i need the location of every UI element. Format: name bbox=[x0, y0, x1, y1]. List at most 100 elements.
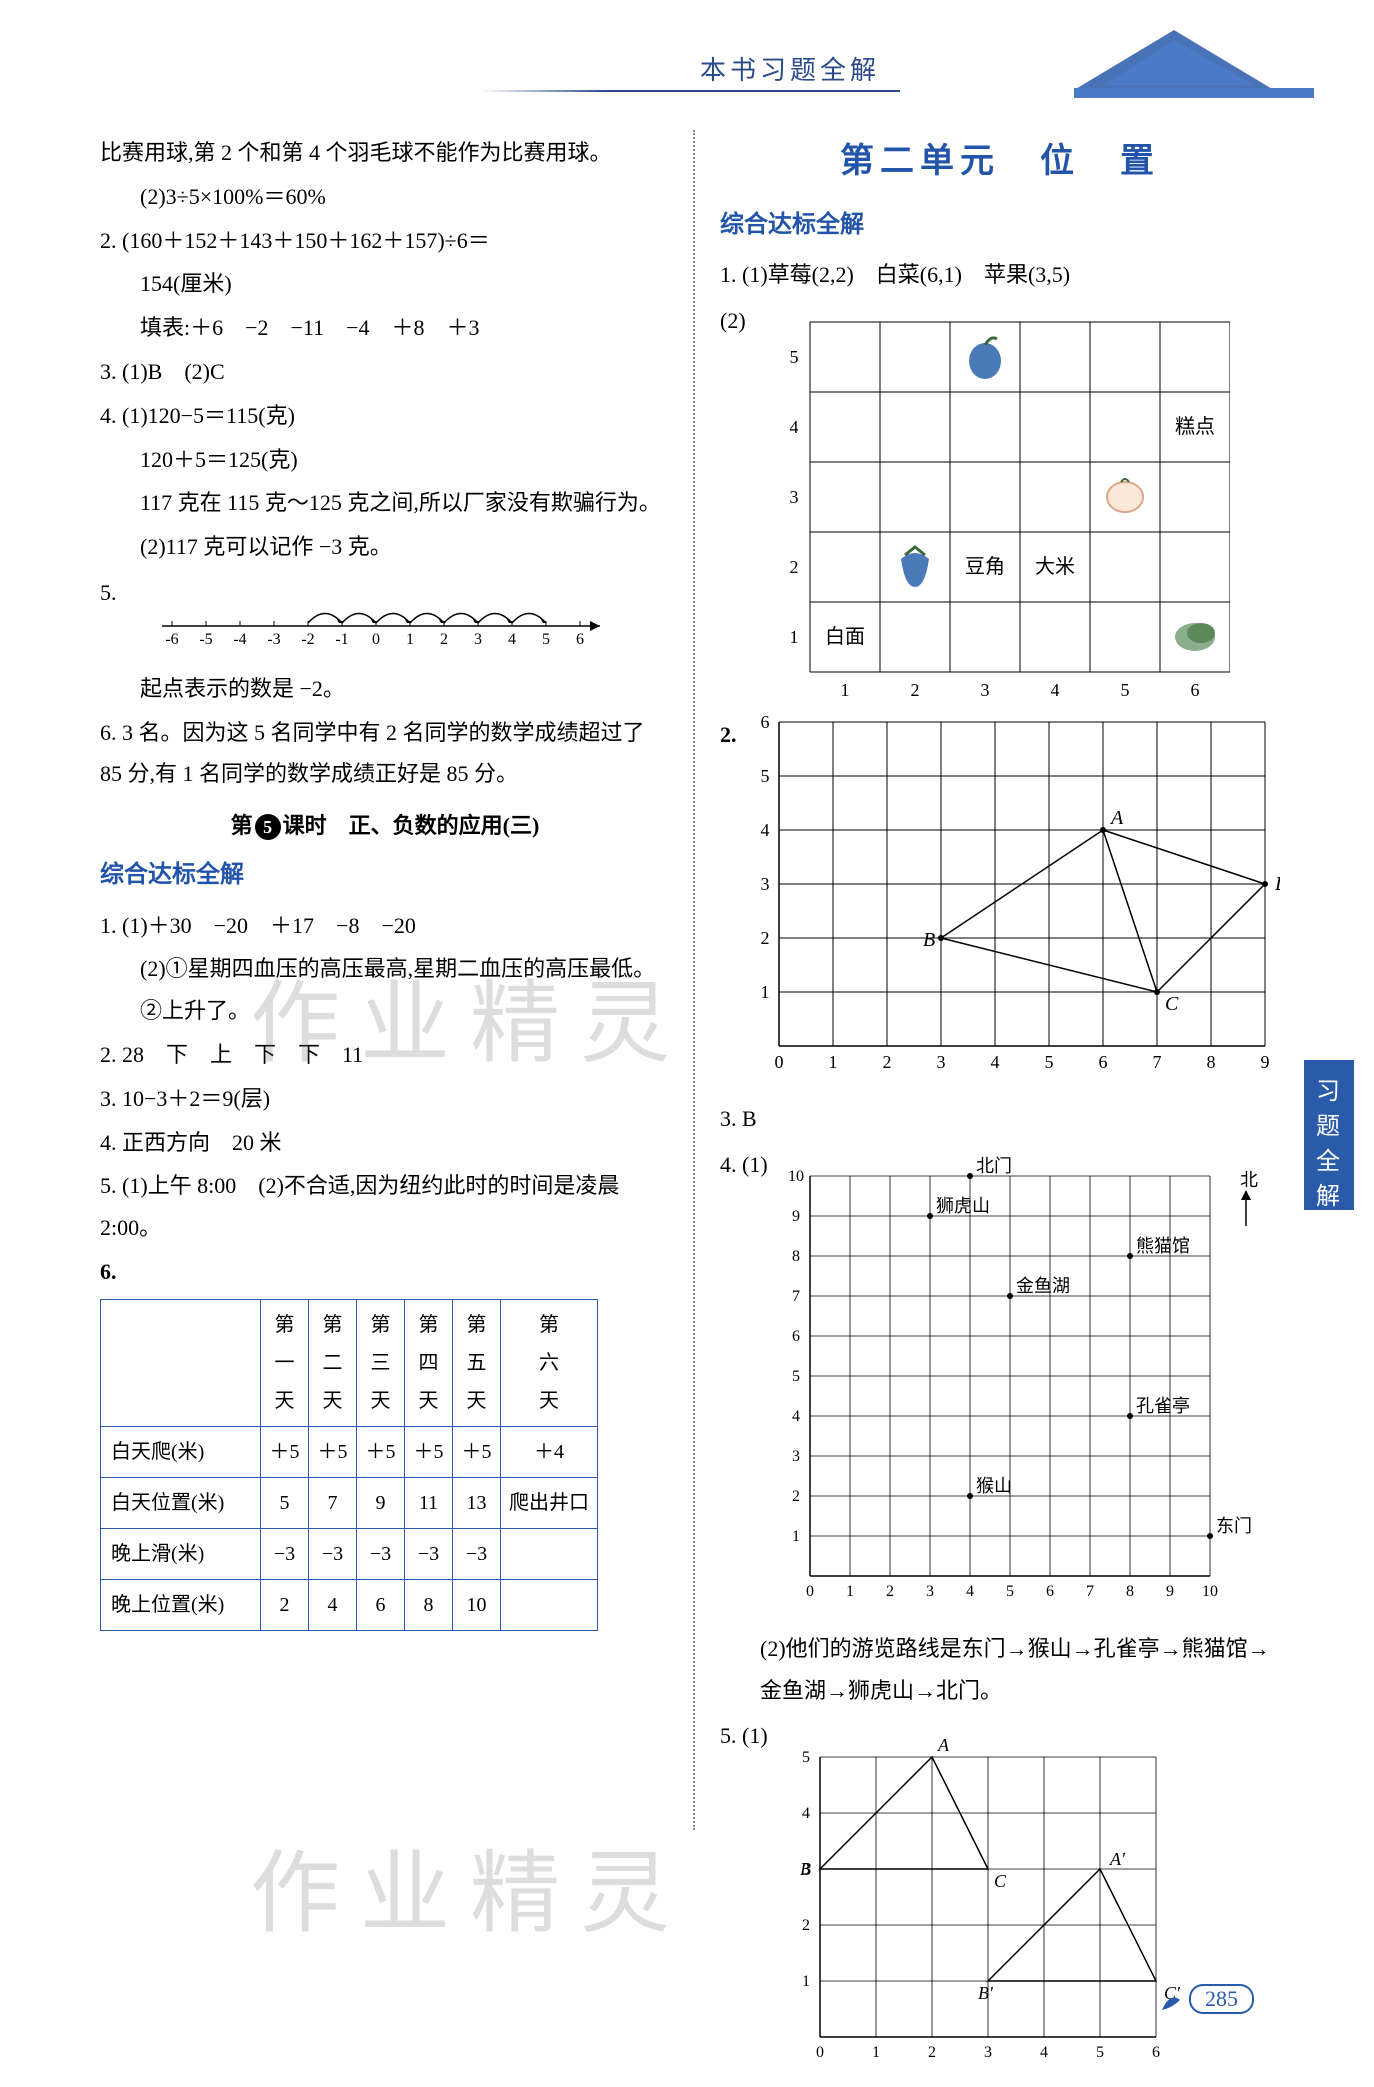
svg-text:白面: 白面 bbox=[825, 625, 865, 648]
ruler-icon bbox=[1074, 20, 1314, 110]
page-header: 本书习题全解 bbox=[0, 0, 1374, 110]
svg-text:-1: -1 bbox=[335, 631, 348, 646]
svg-text:3: 3 bbox=[981, 680, 990, 700]
section-title: 综合达标全解 bbox=[100, 853, 670, 899]
svg-text:0: 0 bbox=[775, 1052, 784, 1072]
unit-title: 第二单元 位 置 bbox=[720, 130, 1280, 195]
rq5-sub: 5. (1) bbox=[720, 1715, 790, 2085]
rq1-line: 1. (1)草莓(2,2) 白菜(6,1) 苹果(3,5) bbox=[720, 254, 1280, 296]
svg-text:猴山: 猴山 bbox=[976, 1476, 1012, 1496]
svg-text:9: 9 bbox=[792, 1208, 800, 1225]
svg-text:狮虎山: 狮虎山 bbox=[936, 1196, 990, 1216]
svg-text:A': A' bbox=[1109, 1849, 1126, 1869]
q5-desc: 起点表示的数是 −2。 bbox=[100, 668, 670, 710]
svg-text:3: 3 bbox=[474, 631, 482, 646]
page-number: 285 bbox=[1158, 1984, 1255, 2014]
q2-line: 填表:＋6 −2 −11 −4 ＋8 ＋3 bbox=[100, 307, 670, 349]
svg-text:9: 9 bbox=[1166, 1583, 1174, 1600]
svg-text:4: 4 bbox=[802, 1805, 810, 1822]
svg-text:熊猫馆: 熊猫馆 bbox=[1136, 1236, 1190, 1256]
svg-text:1: 1 bbox=[802, 1973, 810, 1990]
grid-2: 0123456789123456ABCD bbox=[749, 716, 1280, 1086]
svg-text:孔雀亭: 孔雀亭 bbox=[1136, 1396, 1190, 1416]
svg-text:1: 1 bbox=[792, 1528, 800, 1545]
svg-text:9: 9 bbox=[1261, 1052, 1270, 1072]
q4-line: 120＋5＝125(克) bbox=[100, 439, 670, 481]
svg-text:6: 6 bbox=[1099, 1052, 1108, 1072]
svg-text:东门: 东门 bbox=[1216, 1516, 1252, 1536]
lesson-post: 课时 正、负数的应用(三) bbox=[283, 813, 540, 838]
svg-text:7: 7 bbox=[1153, 1052, 1162, 1072]
svg-text:6: 6 bbox=[1191, 680, 1200, 700]
svg-text:3: 3 bbox=[761, 874, 770, 894]
bq1-line: (2)①星期四血压的高压最高,星期二血压的高压最低。 ②上升了。 bbox=[100, 948, 670, 1032]
rq3-line: 3. B bbox=[720, 1098, 1280, 1140]
column-divider bbox=[693, 130, 695, 1830]
bq3-line: 3. 10−3＋2＝9(层) bbox=[100, 1078, 670, 1120]
svg-text:大米: 大米 bbox=[1035, 555, 1075, 578]
svg-text:-3: -3 bbox=[267, 631, 280, 646]
svg-text:3: 3 bbox=[937, 1052, 946, 1072]
svg-text:2: 2 bbox=[911, 680, 920, 700]
bq5-line: 5. (1)上午 8:00 (2)不合适,因为纽约此时的时间是凌晨 2:00。 bbox=[100, 1165, 670, 1249]
svg-text:豆角: 豆角 bbox=[965, 555, 1005, 578]
svg-text:北门: 北门 bbox=[976, 1156, 1012, 1176]
svg-text:10: 10 bbox=[788, 1168, 804, 1185]
svg-text:6: 6 bbox=[792, 1328, 800, 1345]
svg-text:B: B bbox=[923, 929, 935, 951]
side-tab: 习题全解 bbox=[1304, 1060, 1354, 1210]
svg-text:2: 2 bbox=[761, 928, 770, 948]
section-title: 综合达标全解 bbox=[720, 203, 1280, 249]
header-title: 本书习题全解 bbox=[700, 50, 880, 87]
header-rule bbox=[480, 90, 900, 92]
right-column: 第二单元 位 置 综合达标全解 1. (1)草莓(2,2) 白菜(6,1) 苹果… bbox=[690, 130, 1280, 2087]
svg-text:-6: -6 bbox=[165, 631, 178, 646]
svg-text:2: 2 bbox=[928, 2044, 936, 2061]
svg-text:2: 2 bbox=[883, 1052, 892, 1072]
grid-4: 012345612345ABCA'B'C' bbox=[790, 1717, 1210, 2077]
svg-text:-4: -4 bbox=[233, 631, 246, 646]
bq4-line: 4. 正西方向 20 米 bbox=[100, 1122, 670, 1164]
svg-text:2: 2 bbox=[802, 1917, 810, 1934]
svg-text:C: C bbox=[1165, 993, 1179, 1015]
svg-text:1: 1 bbox=[872, 2044, 880, 2061]
left-column: 比赛用球,第 2 个和第 4 个羽毛球不能作为比赛用球。 (2)3÷5×100%… bbox=[100, 130, 690, 2087]
text-line: 比赛用球,第 2 个和第 4 个羽毛球不能作为比赛用球。 bbox=[100, 132, 670, 174]
svg-text:C: C bbox=[994, 1871, 1007, 1891]
svg-text:1: 1 bbox=[829, 1052, 838, 1072]
svg-text:4: 4 bbox=[761, 820, 770, 840]
svg-text:6: 6 bbox=[761, 716, 770, 732]
bq6-label: 6. bbox=[100, 1259, 117, 1284]
lesson-title: 第5课时 正、负数的应用(三) bbox=[100, 805, 670, 847]
q4-line: 117 克在 115 克～125 克之间,所以厂家没有欺骗行为。 bbox=[100, 482, 670, 524]
svg-text:5: 5 bbox=[1121, 680, 1130, 700]
svg-text:2: 2 bbox=[790, 557, 799, 577]
bq6: 6. 第一天第二天第三天第四天第五天第六天白天爬(米)＋5＋5＋5＋5＋5＋4白… bbox=[100, 1251, 670, 1631]
rq4-sub: 4. (1) bbox=[720, 1144, 780, 1624]
svg-text:0: 0 bbox=[372, 631, 380, 646]
svg-text:B': B' bbox=[978, 1983, 994, 2003]
bq2-line: 2. 28 下 上 下 下 11 bbox=[100, 1034, 670, 1076]
q4-line: 4. (1)120−5＝115(克) bbox=[100, 395, 670, 437]
page-num-text: 285 bbox=[1189, 1984, 1254, 2014]
svg-text:7: 7 bbox=[1086, 1583, 1094, 1600]
q5-label: 5. bbox=[100, 572, 117, 614]
svg-text:B: B bbox=[800, 1859, 811, 1879]
grid-3: 01234567891012345678910北门狮虎山熊猫馆金鱼湖孔雀亭猴山东… bbox=[780, 1146, 1280, 1616]
svg-text:-2: -2 bbox=[301, 631, 314, 646]
svg-text:1: 1 bbox=[846, 1583, 854, 1600]
bq1-line: 1. (1)＋30 −20 ＋17 −8 −20 bbox=[100, 905, 670, 947]
svg-text:4: 4 bbox=[966, 1583, 974, 1600]
leaf-icon bbox=[1158, 1988, 1184, 2014]
svg-text:4: 4 bbox=[1051, 680, 1060, 700]
lesson-pre: 第 bbox=[231, 813, 253, 838]
svg-text:5: 5 bbox=[1096, 2044, 1104, 2061]
svg-text:3: 3 bbox=[984, 2044, 992, 2061]
lesson-num-badge: 5 bbox=[255, 814, 281, 840]
svg-text:D: D bbox=[1274, 873, 1280, 895]
svg-text:8: 8 bbox=[1207, 1052, 1216, 1072]
rq1-sub: (2) bbox=[720, 300, 770, 710]
svg-text:A: A bbox=[937, 1735, 950, 1755]
svg-text:4: 4 bbox=[1040, 2044, 1048, 2061]
q6-line: 6. 3 名。因为这 5 名同学中有 2 名同学的数学成绩超过了 85 分,有 … bbox=[100, 712, 670, 796]
